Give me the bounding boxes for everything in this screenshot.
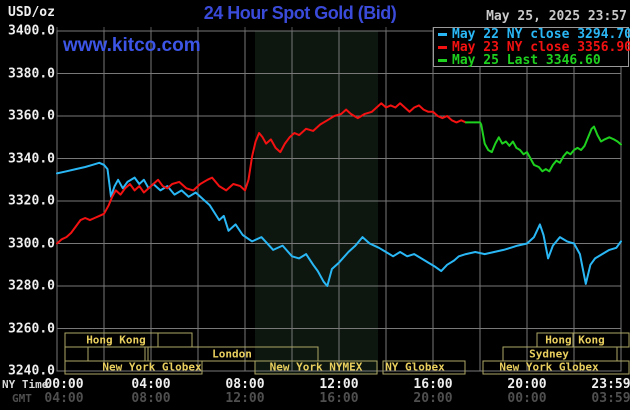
y-tick-label: 3240.0 — [8, 363, 55, 379]
legend-label-may23: May 23 NY close 3356.90 — [452, 40, 630, 55]
x-tick-label-gmt: 03:59 — [591, 391, 630, 406]
price-line-may23 — [56, 102, 467, 245]
x-tick-label-gmt: 16:00 — [319, 391, 359, 406]
y-tick-label: 3280.0 — [8, 278, 55, 294]
y-tick-label: 3400.0 — [8, 23, 55, 39]
legend-swatch-may23 — [438, 46, 447, 49]
legend-label-may25: May 25 Last 3346.60 — [452, 53, 601, 68]
y-tick-label: 3260.0 — [8, 321, 55, 336]
x-tick-label-ny: 23:59 — [591, 377, 630, 392]
x-tick-label-ny: 04:00 — [131, 377, 171, 392]
session-label: NY Globex — [385, 361, 445, 374]
y-tick-label: 3380.0 — [8, 66, 55, 81]
nymex-session-band — [255, 31, 378, 374]
session-box — [87, 346, 146, 362]
legend-item-may25: May 25 Last 3346.60 — [438, 54, 628, 67]
legend-item-may22: May 22 NY close 3294.70 — [438, 27, 630, 42]
x-tick-label-ny: 12:00 — [319, 377, 359, 392]
x-tick-label-ny: 00:00 — [44, 377, 84, 392]
x-tick-label-gmt: 08:00 — [131, 391, 171, 406]
legend: May 22 NY close 3294.70 May 23 NY close … — [433, 27, 630, 67]
legend-label-may22: May 22 NY close 3294.70 — [452, 27, 630, 42]
chart-datetime: May 25, 2025 23:57 — [486, 9, 627, 24]
session-label: Hong Kong — [86, 334, 146, 347]
chart-title: 24 Hour Spot Gold (Bid) — [203, 3, 397, 23]
price-line-may25 — [464, 121, 622, 173]
y-tick-label: 3340.0 — [8, 151, 55, 166]
session-box-new-york-nymex — [254, 360, 378, 375]
legend-swatch-may22 — [438, 33, 447, 36]
session-label: Sydney — [529, 348, 569, 361]
y-tick-label: 3360.0 — [8, 108, 55, 124]
price-line-may22 — [56, 161, 622, 287]
x-tick-label-gmt: 20:00 — [413, 391, 453, 406]
x-tick-label-ny: 20:00 — [507, 377, 547, 392]
x-tick-label-gmt: 12:00 — [225, 391, 265, 406]
session-box-new-york-globex — [64, 360, 203, 375]
legend-swatch-may25 — [438, 59, 447, 62]
gmt-row-label: GMT — [12, 392, 32, 405]
session-box — [64, 346, 89, 362]
session-label: New York Globex — [102, 361, 202, 374]
x-tick-label-gmt: 00:00 — [507, 391, 547, 406]
x-tick-label-ny: 16:00 — [413, 377, 453, 392]
y-tick-label: 3300.0 — [8, 236, 55, 251]
session-box-new-york-globex — [482, 360, 630, 375]
session-label: Hong Kong — [545, 334, 605, 347]
kitco-watermark-link[interactable]: www.kitco.com — [63, 35, 201, 56]
legend-item-may23: May 23 NY close 3356.90 — [438, 40, 630, 55]
x-tick-label-ny: 08:00 — [225, 377, 265, 392]
session-box-ny-globex — [382, 360, 466, 375]
y-tick-label: 3320.0 — [8, 193, 55, 209]
session-label: New York Globex — [499, 361, 599, 374]
ny-time-row-label: NY Time — [2, 378, 49, 391]
session-label: London — [212, 348, 252, 361]
y-axis-units-label: USD/oz — [8, 5, 55, 20]
session-box-london — [147, 346, 319, 362]
session-label: New York NYMEX — [270, 361, 363, 374]
plot-border — [56, 30, 622, 372]
x-tick-label-gmt: 04:00 — [44, 391, 84, 406]
